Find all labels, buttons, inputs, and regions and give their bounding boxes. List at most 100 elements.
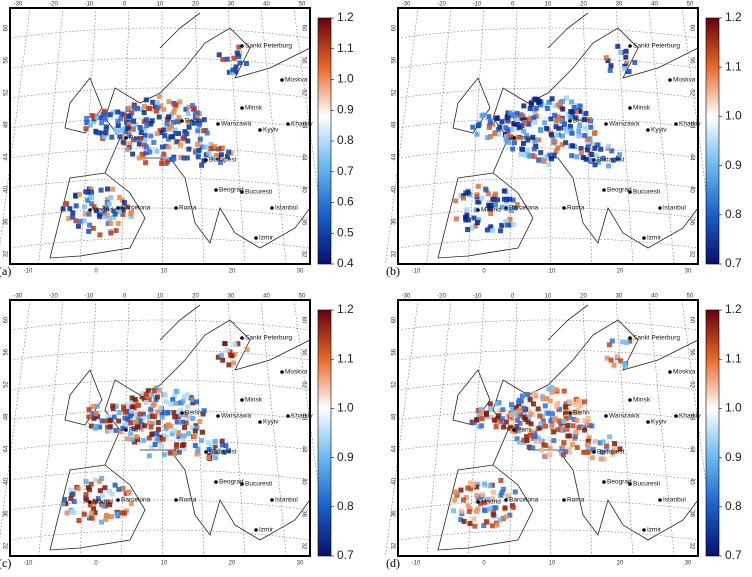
- grid-cell: [97, 232, 103, 238]
- grid-cell: [458, 487, 464, 493]
- grid-cell: [587, 157, 593, 163]
- grid-cell: [598, 456, 604, 462]
- grid-cell: [180, 136, 186, 142]
- graticule: [9, 439, 311, 451]
- grid-cell: [201, 128, 207, 134]
- city-dot: [270, 498, 274, 502]
- grid-cell: [584, 147, 590, 153]
- city-label: Kyyiv: [263, 127, 279, 134]
- grid-cell: [560, 444, 566, 450]
- grid-cell: [77, 191, 82, 197]
- grid-cell: [93, 410, 99, 416]
- lat-tick-label: 56: [300, 349, 306, 356]
- grid-cell: [114, 130, 120, 135]
- panel-label: (a): [0, 264, 11, 278]
- grid-cell: [119, 127, 125, 133]
- grid-cell: [458, 508, 464, 514]
- lat-tick-label: 48: [392, 121, 398, 128]
- grid-cell: [590, 447, 596, 453]
- city-dot: [658, 498, 662, 502]
- city-label: Roma: [179, 497, 197, 504]
- grid-cell: [159, 160, 165, 166]
- grid-cell: [606, 163, 612, 169]
- grid-cell: [131, 426, 137, 432]
- lon-tick-label: 20: [580, 2, 587, 8]
- grid-cell: [143, 400, 149, 405]
- grid-cell: [552, 103, 558, 109]
- grid-cell: [611, 446, 617, 452]
- grid-cell: [130, 437, 136, 443]
- grid-cell: [181, 155, 187, 161]
- grid-cell: [491, 417, 497, 423]
- graticule: [397, 57, 699, 69]
- grid-cell: [149, 118, 155, 124]
- grid-cell: [577, 123, 583, 128]
- grid-cell: [471, 516, 477, 522]
- graticule: [397, 379, 699, 391]
- city-label: Barcelona: [509, 497, 539, 504]
- coastline: [492, 319, 699, 466]
- grid-cell: [562, 121, 567, 127]
- city-dot: [642, 528, 646, 532]
- grid-cell: [544, 106, 550, 111]
- grid-cell: [208, 146, 214, 152]
- grid-cell: [510, 221, 516, 227]
- grid-cell: [83, 126, 89, 132]
- city-dot: [216, 122, 220, 126]
- grid-cell: [494, 522, 500, 528]
- grid-cell: [569, 153, 575, 159]
- lon-tick-label: 0: [94, 561, 98, 567]
- lat-tick-label: 56: [688, 349, 694, 356]
- grid-cell: [140, 415, 146, 421]
- graticule: [9, 349, 311, 361]
- graticule: [397, 177, 699, 189]
- lon-tick-label: -10: [85, 294, 94, 300]
- grid-cell: [148, 424, 154, 430]
- grid-cell: [533, 439, 539, 445]
- grid-cell: [525, 419, 531, 425]
- city-dot: [258, 420, 262, 424]
- grid-cell: [512, 489, 518, 495]
- grid-cell: [225, 347, 230, 353]
- grid-cell: [600, 155, 606, 161]
- grid-cell: [220, 357, 226, 363]
- grid-cell: [461, 518, 467, 524]
- grid-cell: [124, 147, 130, 153]
- grid-cell: [97, 478, 102, 484]
- grid-cell: [107, 488, 112, 494]
- lon-tick-label: 40: [263, 2, 270, 8]
- grid-cell: [108, 230, 114, 236]
- city-dot: [240, 190, 244, 194]
- lat-tick-label: 56: [4, 56, 10, 63]
- grid-cell: [171, 109, 177, 115]
- grid-cell: [472, 523, 478, 529]
- grid-cell: [543, 103, 549, 109]
- city-label: Moskva: [673, 369, 696, 376]
- map-border: [397, 299, 699, 557]
- grid-cell: [98, 187, 104, 193]
- grid-cell: [120, 425, 126, 431]
- grid-cell: [483, 410, 489, 416]
- lon-tick-label: -20: [49, 294, 58, 300]
- city-dot: [216, 414, 220, 418]
- colorbar-tick-label: 0.9: [725, 450, 742, 464]
- grid-cell: [154, 385, 159, 391]
- grid-cell: [474, 131, 480, 137]
- grid-cell: [111, 208, 117, 214]
- grid-cell: [479, 416, 485, 422]
- city-label: Sankt Peterburg: [245, 43, 292, 50]
- grid-cell: [215, 354, 221, 360]
- grid-cell: [202, 144, 208, 150]
- grid-cell: [595, 142, 601, 148]
- grid-cell: [542, 423, 548, 429]
- city-dot: [280, 78, 284, 82]
- grid-cell: [514, 436, 520, 442]
- city-dot: [668, 78, 672, 82]
- city-dot: [674, 414, 678, 418]
- colorbar-tick-label: 1.1: [337, 41, 354, 55]
- grid-cell: [553, 386, 559, 392]
- grid-cell: [475, 407, 481, 413]
- grid-cell: [514, 424, 520, 429]
- graticule: [121, 7, 130, 265]
- grid-cell: [102, 485, 108, 491]
